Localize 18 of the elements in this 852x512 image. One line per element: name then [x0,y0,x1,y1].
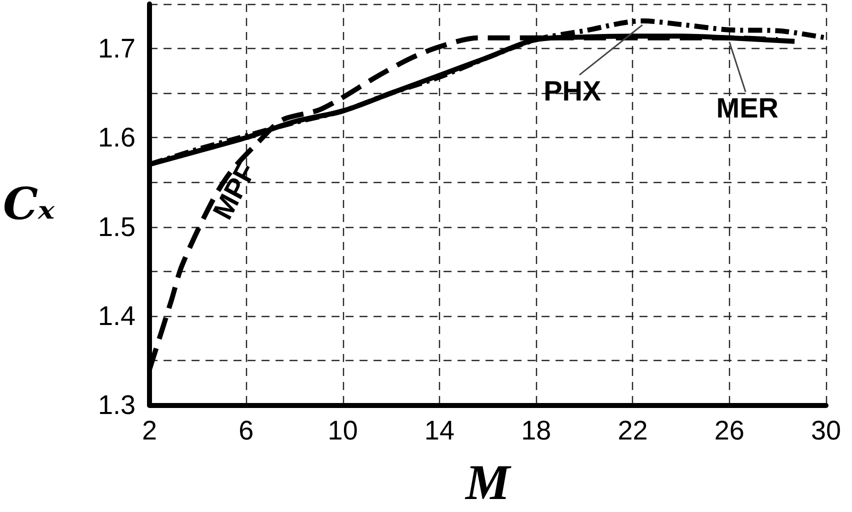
series-label: PHX [544,75,602,106]
y-tick-label: 1.5 [98,212,136,242]
x-tick-label: 6 [238,416,254,446]
x-tick-label: 10 [328,416,358,446]
x-axis-title: M [464,454,512,510]
x-tick-label: 2 [142,416,158,446]
text: MPF [206,158,262,224]
x-tick-label: 18 [521,416,552,446]
x-tick-label: 22 [618,416,648,446]
y-tick-label: 1.7 [98,34,136,64]
y-tick-label: 1.3 [98,390,136,420]
x-tick-label: 14 [424,416,454,446]
y-axis-title: Cₓ [2,179,56,230]
y-tick-label: 1.4 [98,300,136,331]
y-tick-label: 1.6 [98,122,136,153]
x-tick-label: 30 [810,416,842,446]
series-label: MER [716,92,778,124]
x-tick-label: 26 [714,416,744,446]
